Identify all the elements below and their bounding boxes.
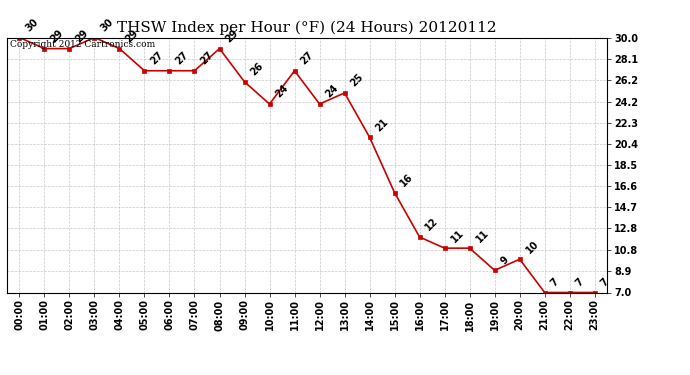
Text: 24: 24 [324, 83, 340, 100]
Title: THSW Index per Hour (°F) (24 Hours) 20120112: THSW Index per Hour (°F) (24 Hours) 2012… [117, 21, 497, 35]
Text: 27: 27 [174, 50, 190, 67]
Text: 7: 7 [574, 276, 586, 288]
Text: 25: 25 [348, 72, 365, 89]
Text: 10: 10 [524, 238, 540, 255]
Text: 26: 26 [248, 61, 265, 78]
Text: 27: 27 [299, 50, 315, 67]
Text: 7: 7 [599, 276, 611, 288]
Text: 30: 30 [23, 17, 40, 33]
Text: 30: 30 [99, 17, 115, 33]
Text: 24: 24 [274, 83, 290, 100]
Text: 29: 29 [48, 28, 65, 44]
Text: 29: 29 [74, 28, 90, 44]
Text: 27: 27 [148, 50, 165, 67]
Text: 21: 21 [374, 117, 391, 133]
Text: 16: 16 [399, 172, 415, 189]
Text: 27: 27 [199, 50, 215, 67]
Text: 7: 7 [549, 276, 561, 288]
Text: 9: 9 [499, 254, 511, 266]
Text: 29: 29 [124, 28, 140, 44]
Text: Copyright 2012 Cartronics.com: Copyright 2012 Cartronics.com [10, 40, 155, 49]
Text: 29: 29 [224, 28, 240, 44]
Text: 11: 11 [448, 227, 465, 244]
Text: 12: 12 [424, 216, 440, 233]
Text: 11: 11 [474, 227, 491, 244]
